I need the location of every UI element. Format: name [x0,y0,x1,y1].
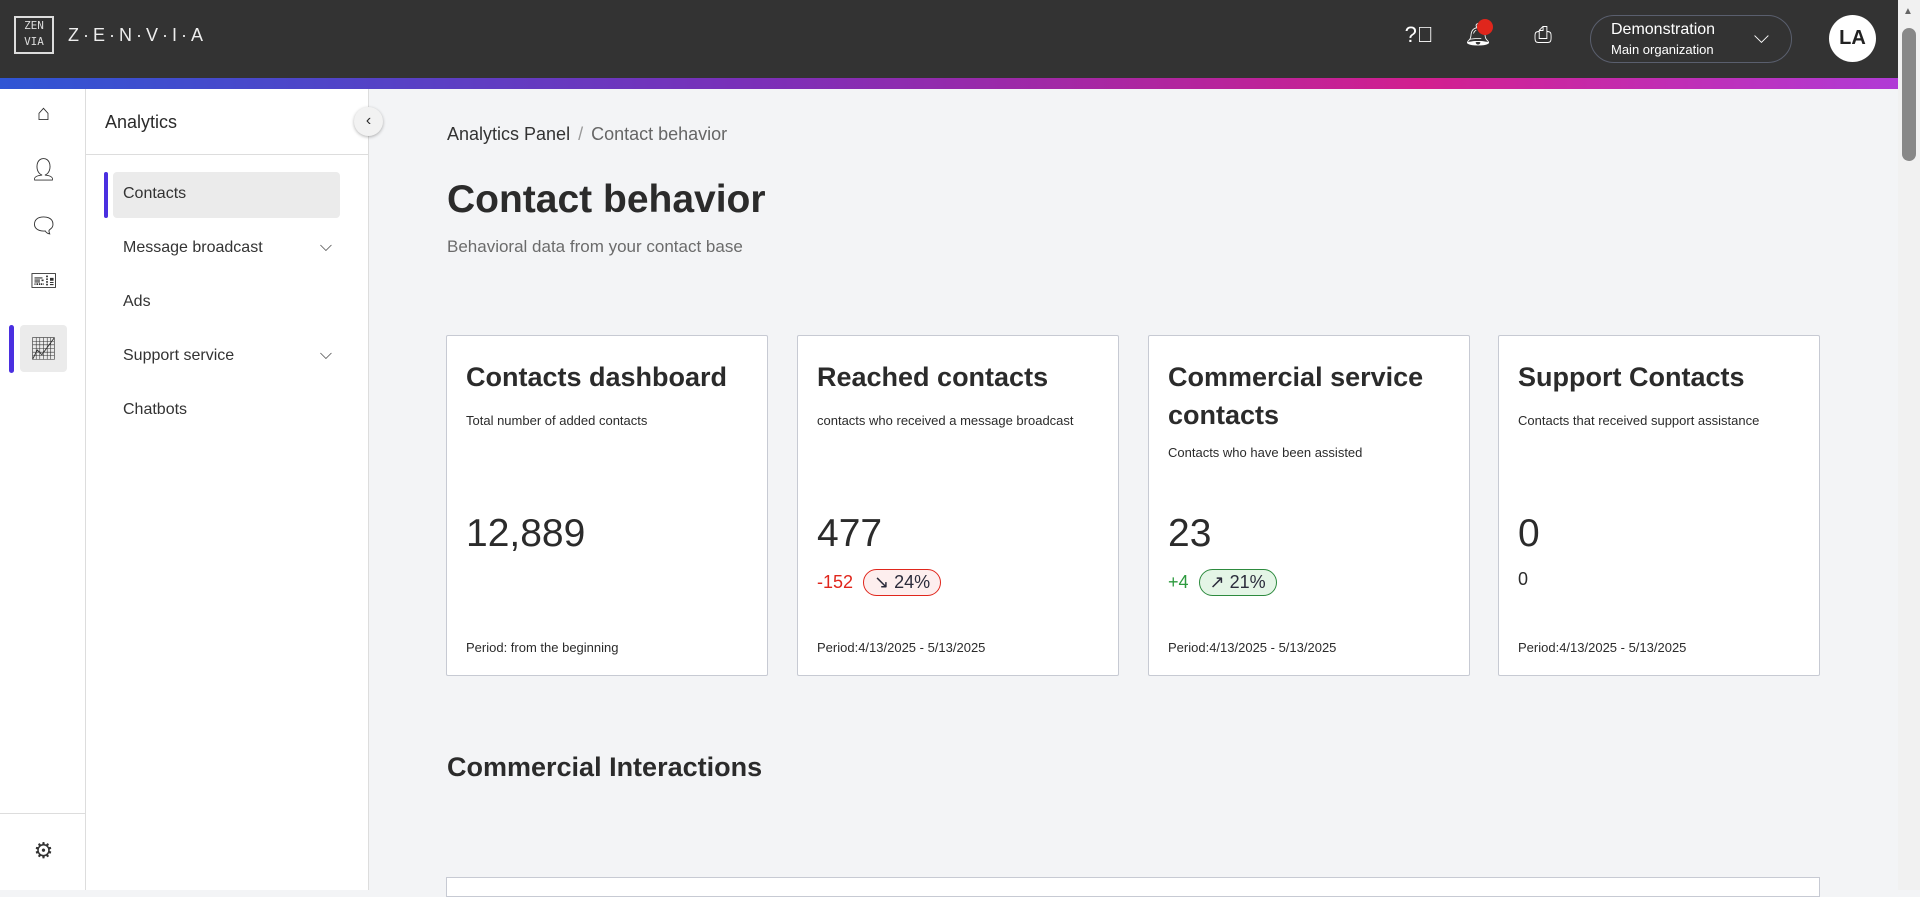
org-name: Demonstration [1611,21,1716,38]
scrollbar[interactable]: ▲ [1898,0,1920,890]
card-title: Contacts dashboard [466,362,728,392]
card-commercial-service-contacts: Commercial service contacts Contacts who… [1148,335,1470,676]
avatar[interactable]: LA [1829,15,1876,62]
zenvia-logo[interactable]: ZEN VIA Z·E·N·V·I·A [14,16,207,54]
sidebar-item-message-broadcast[interactable]: Message broadcast ⌵ [113,226,340,272]
active-indicator [104,172,108,218]
sidebar-item-label: Contacts [123,185,187,202]
org-sub: Main organization [1611,42,1714,57]
breadcrumb-parent[interactable]: Analytics Panel [447,124,571,144]
card-description: Contacts that received support assistanc… [1518,413,1760,428]
chevron-down-icon: ⌵ [1753,26,1769,48]
divider [0,813,86,814]
gear-icon[interactable]: ⚙ [33,837,54,863]
card-value: 12,889 [466,512,586,555]
section-title: Commercial Interactions [447,752,763,782]
logo-text: Z·E·N·V·I·A [68,24,207,45]
breadcrumb: Analytics Panel / Contact behavior [447,124,727,145]
user-icon[interactable]: 👤︎ [29,156,58,182]
organization-selector[interactable]: Demonstration Main organization ⌵ [1590,15,1792,63]
card-title: Commercial service contacts [1168,362,1424,430]
icon-rail: ⌂ 👤︎ 🗨︎ 🎫︎ 📈︎ ⚙ [0,89,86,890]
card-value: 0 [1518,512,1540,555]
card-support-contacts: Support Contacts Contacts that received … [1498,335,1820,676]
home-icon[interactable]: ⌂ [36,99,51,125]
sidebar-item-label: Chatbots [123,401,188,418]
analytics-icon[interactable]: 📈︎ [20,325,67,372]
card-delta: -152 [817,572,854,592]
card-description: Contacts who have been assisted [1168,445,1363,460]
ticket-icon[interactable]: 🎫︎ [29,267,58,293]
page-subtitle: Behavioral data from your contact base [447,237,743,256]
card-title: Reached contacts [817,362,1049,392]
card-reached-contacts: Reached contacts contacts who received a… [797,335,1119,676]
card-delta: 0 [1518,569,1529,589]
sidebar-item-contacts[interactable]: Contacts [113,172,340,218]
page-title: Contact behavior [447,178,766,221]
card-delta: +4 [1168,572,1189,592]
help-icon[interactable]: ?⃝ [1404,22,1434,47]
card-value: 477 [817,512,883,555]
chat-icon[interactable]: 🗨︎ [29,212,58,238]
card-period: Period: from the beginning [466,640,619,655]
card-period: Period:4/13/2025 - 5/13/2025 [1168,640,1337,655]
sidebar-item-support-service[interactable]: Support service ⌵ [113,334,340,380]
scroll-thumb[interactable] [1902,28,1916,161]
printer-icon[interactable]: ⎙ [1534,22,1552,47]
scroll-up-icon[interactable]: ▲ [1903,6,1913,17]
percent-badge: ↗ 21% [1198,569,1277,596]
sidebar-item-chatbots[interactable]: Chatbots [113,388,340,434]
logo-mark: ZEN VIA [14,16,54,54]
top-bar: ZEN VIA Z·E·N·V·I·A ?⃝ 🔔︎ ⎙ Demonstration… [0,0,1898,78]
sidebar-title: Analytics [86,89,368,155]
percent-badge: ↘ 24% [863,569,942,596]
sidebar-item-ads[interactable]: Ads [113,280,340,326]
active-indicator [9,325,14,373]
breadcrumb-separator: / [578,124,584,144]
sidebar-item-label: Message broadcast [123,239,263,256]
collapse-sidebar-button[interactable]: ‹ [354,107,383,136]
card-period: Period:4/13/2025 - 5/13/2025 [817,640,986,655]
gradient-bar [0,78,1898,89]
card-description: contacts who received a message broadcas… [817,413,1074,428]
card-value: 23 [1168,512,1212,555]
card-title: Support Contacts [1518,362,1745,392]
commercial-interactions-panel [446,877,1820,897]
breadcrumb-current: Contact behavior [591,124,728,144]
card-contacts-dashboard: Contacts dashboard Total number of added… [446,335,768,676]
sidebar-item-label: Support service [123,347,235,364]
chevron-down-icon: ⌵ [319,346,332,363]
sidebar: Analytics ‹ Contacts Message broadcast ⌵ … [86,89,383,890]
sidebar-item-label: Ads [123,293,151,310]
chevron-down-icon: ⌵ [319,238,332,255]
card-period: Period:4/13/2025 - 5/13/2025 [1518,640,1687,655]
card-description: Total number of added contacts [466,413,648,428]
notification-dot [1477,19,1493,35]
